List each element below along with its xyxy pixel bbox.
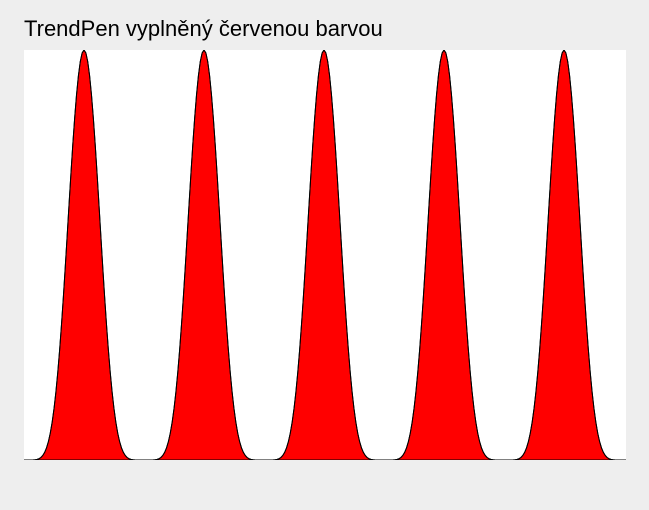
page-title: TrendPen vyplněný červenou barvou — [24, 16, 383, 42]
area-series — [24, 50, 626, 460]
trendpen-area-chart — [24, 50, 626, 460]
chart-svg — [24, 50, 626, 460]
page-root: TrendPen vyplněný červenou barvou — [0, 0, 649, 510]
